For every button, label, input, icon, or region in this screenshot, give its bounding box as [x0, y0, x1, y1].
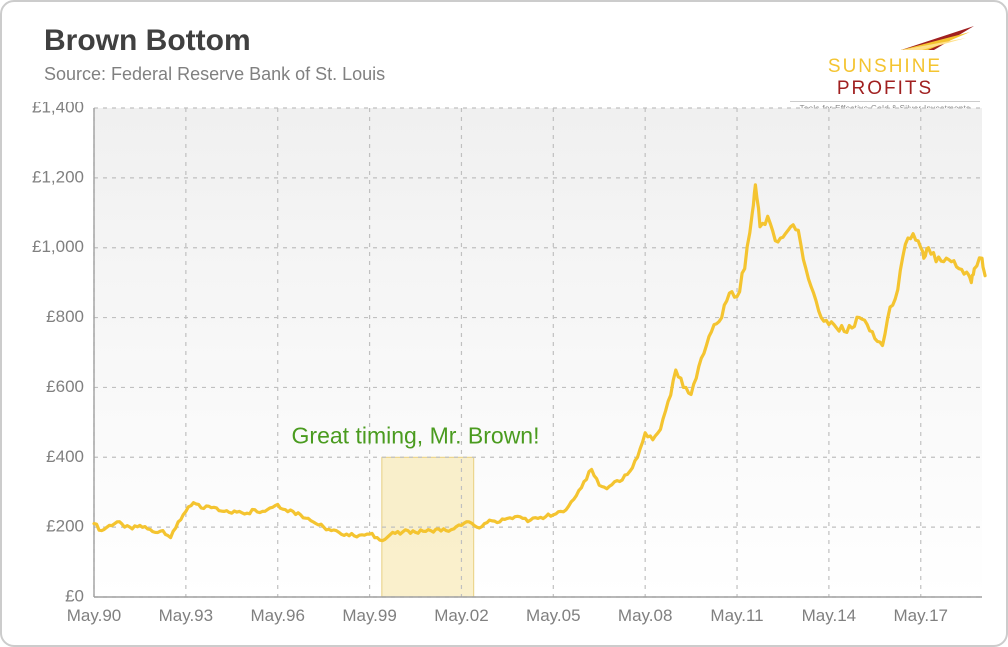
logo-swoosh-icon	[790, 20, 980, 54]
logo-brand-left: SUNSHINE	[828, 56, 942, 77]
svg-text:£600: £600	[46, 377, 84, 396]
svg-text:£200: £200	[46, 517, 84, 536]
svg-text:£400: £400	[46, 447, 84, 466]
logo-brand-right: PROFITS	[837, 78, 933, 99]
svg-text:May.17: May.17	[894, 606, 949, 625]
svg-text:£800: £800	[46, 307, 84, 326]
svg-text:May.02: May.02	[434, 606, 489, 625]
svg-text:May.05: May.05	[526, 606, 581, 625]
svg-text:May.11: May.11	[710, 606, 763, 625]
svg-text:May.14: May.14	[802, 606, 857, 625]
chart-plot: £0 £200 £400 £600 £800 £1,000 £1,200 £1,400 May.…	[20, 102, 988, 627]
svg-text:£1,400: £1,400	[32, 102, 84, 116]
chart-card: Brown Bottom Source: Federal Reserve Ban…	[0, 0, 1008, 647]
svg-text:£0: £0	[65, 586, 84, 605]
svg-text:May.96: May.96	[250, 606, 305, 625]
chart-title: Brown Bottom	[44, 24, 251, 58]
svg-text:Great timing, Mr. Brown!: Great timing, Mr. Brown!	[292, 422, 540, 448]
svg-text:May.99: May.99	[342, 606, 397, 625]
brand-logo: SUNSHINE PROFITS Tools for Effective Gol…	[790, 20, 980, 113]
chart-svg: £0 £200 £400 £600 £800 £1,000 £1,200 £1,400 May.…	[20, 102, 992, 631]
svg-text:£1,200: £1,200	[32, 167, 84, 186]
svg-text:May.90: May.90	[67, 606, 122, 625]
chart-source: Source: Federal Reserve Bank of St. Loui…	[44, 64, 385, 85]
logo-brand: SUNSHINE PROFITS	[790, 56, 980, 100]
svg-text:May.08: May.08	[618, 606, 673, 625]
svg-text:May.93: May.93	[159, 606, 214, 625]
svg-text:£1,000: £1,000	[32, 237, 84, 256]
